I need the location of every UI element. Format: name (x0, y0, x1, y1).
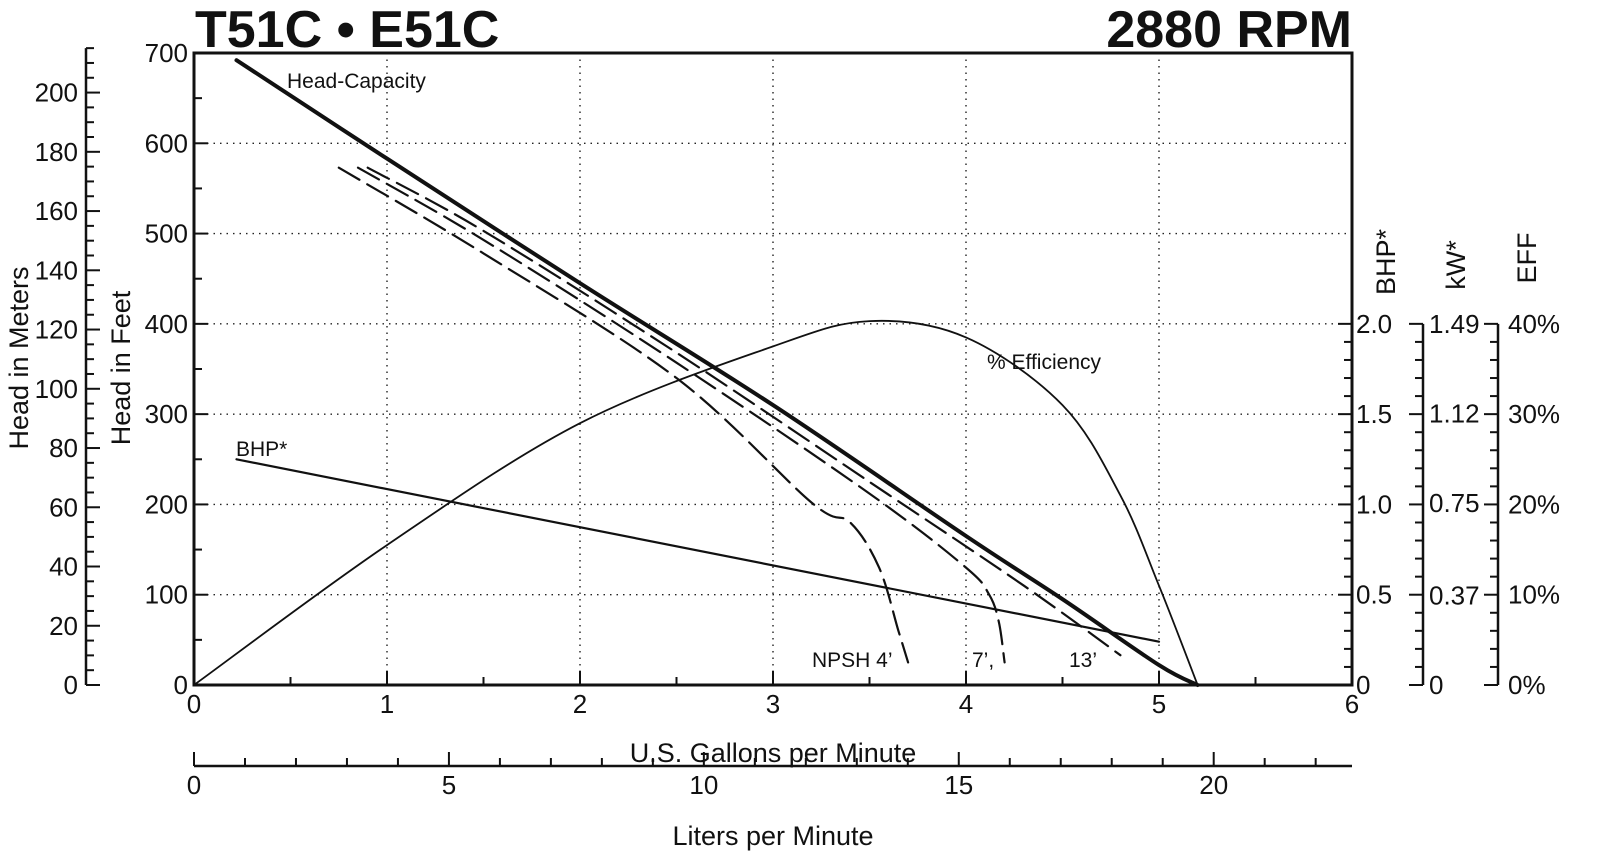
x-axis-label: U.S. Gallons per Minute (630, 738, 917, 768)
meters-tick-label: 140 (35, 255, 78, 285)
meters-tick-label: 200 (35, 78, 78, 108)
axes (84, 47, 1500, 768)
series-lines (193, 58, 1200, 687)
series-line-13 (366, 166, 1122, 657)
meters-tick-label: 60 (49, 492, 78, 522)
kw-tick-label: 1.49 (1429, 309, 1480, 339)
bhp-tick-label: 1.0 (1356, 489, 1392, 519)
series-line-npsh-4 (337, 166, 910, 664)
lpm-tick-label: 0 (187, 770, 201, 800)
feet-tick-label: 400 (145, 309, 188, 339)
grid-lines (194, 53, 1352, 685)
meters-tick-label: 180 (35, 137, 78, 167)
x-axis-label-secondary: Liters per Minute (672, 821, 873, 851)
meters-tick-label: 40 (49, 552, 78, 582)
bhp-tick-label: 0 (1356, 670, 1370, 700)
meters-tick-label: 80 (49, 433, 78, 463)
bhp-tick-label: 0.5 (1356, 580, 1392, 610)
tick-labels: 0 1 2 3 4 5 6010020030040050060070002040608010… (35, 38, 1560, 800)
meters-tick-label: 120 (35, 315, 78, 345)
feet-tick-label: 700 (145, 38, 188, 68)
npsh-7-label: 7’, (972, 649, 994, 672)
meters-tick-label: 160 (35, 196, 78, 226)
x-tick-label: 4 (959, 689, 973, 719)
kw-tick-label: 1.12 (1429, 399, 1480, 429)
feet-tick-label: 300 (145, 399, 188, 429)
meters-tick-label: 20 (49, 611, 78, 641)
feet-tick-label: 200 (145, 489, 188, 519)
x-tick-label: 1 (380, 689, 394, 719)
feet-tick-label: 100 (145, 580, 188, 610)
y-axis-label-meters: Head in Meters (4, 266, 34, 449)
lpm-tick-label: 10 (689, 770, 718, 800)
y-axis-label-feet: Head in Feet (106, 290, 136, 445)
chart-subtitle: 2880 RPM (1106, 1, 1352, 59)
lpm-tick-label: 20 (1199, 770, 1228, 800)
efficiency-label: % Efficiency (987, 351, 1101, 374)
bhp-label: BHP* (236, 438, 287, 461)
lpm-tick-label: 15 (944, 770, 973, 800)
y-axis-label-kw: kW* (1441, 240, 1471, 290)
bhp-tick-label: 1.5 (1356, 399, 1392, 429)
x-tick-label: 6 (1345, 689, 1359, 719)
series-line-head-capacity (234, 58, 1200, 687)
eff-tick-label: 0% (1508, 670, 1546, 700)
y-axis-label-eff: EFF (1512, 233, 1542, 284)
npsh-13-label: 13’ (1069, 649, 1097, 672)
lpm-tick-label: 5 (442, 770, 456, 800)
kw-tick-label: 0.37 (1429, 580, 1480, 610)
x-tick-label: 2 (573, 689, 587, 719)
chart-title: T51C • E51C (195, 1, 499, 59)
npsh-4-label: NPSH 4’ (812, 649, 893, 672)
kw-tick-label: 0 (1429, 670, 1443, 700)
eff-tick-label: 30% (1508, 399, 1560, 429)
series-line-bhp (235, 458, 1161, 643)
x-tick-label: 3 (766, 689, 780, 719)
y-axis-label-bhp: BHP* (1371, 228, 1401, 295)
head-capacity-label: Head-Capacity (287, 70, 426, 93)
bhp-tick-label: 2.0 (1356, 309, 1392, 339)
series-line-7 (356, 166, 1006, 664)
meters-tick-label: 0 (64, 670, 78, 700)
feet-tick-label: 500 (145, 219, 188, 249)
kw-tick-label: 0.75 (1429, 488, 1480, 518)
eff-tick-label: 20% (1508, 489, 1560, 519)
eff-tick-label: 10% (1508, 580, 1560, 610)
series-line-efficiency (193, 319, 1199, 686)
x-tick-label: 5 (1152, 689, 1166, 719)
feet-tick-label: 0 (174, 670, 188, 700)
x-tick-label: 0 (187, 689, 201, 719)
feet-tick-label: 600 (145, 128, 188, 158)
eff-tick-label: 40% (1508, 309, 1560, 339)
meters-tick-label: 100 (35, 374, 78, 404)
